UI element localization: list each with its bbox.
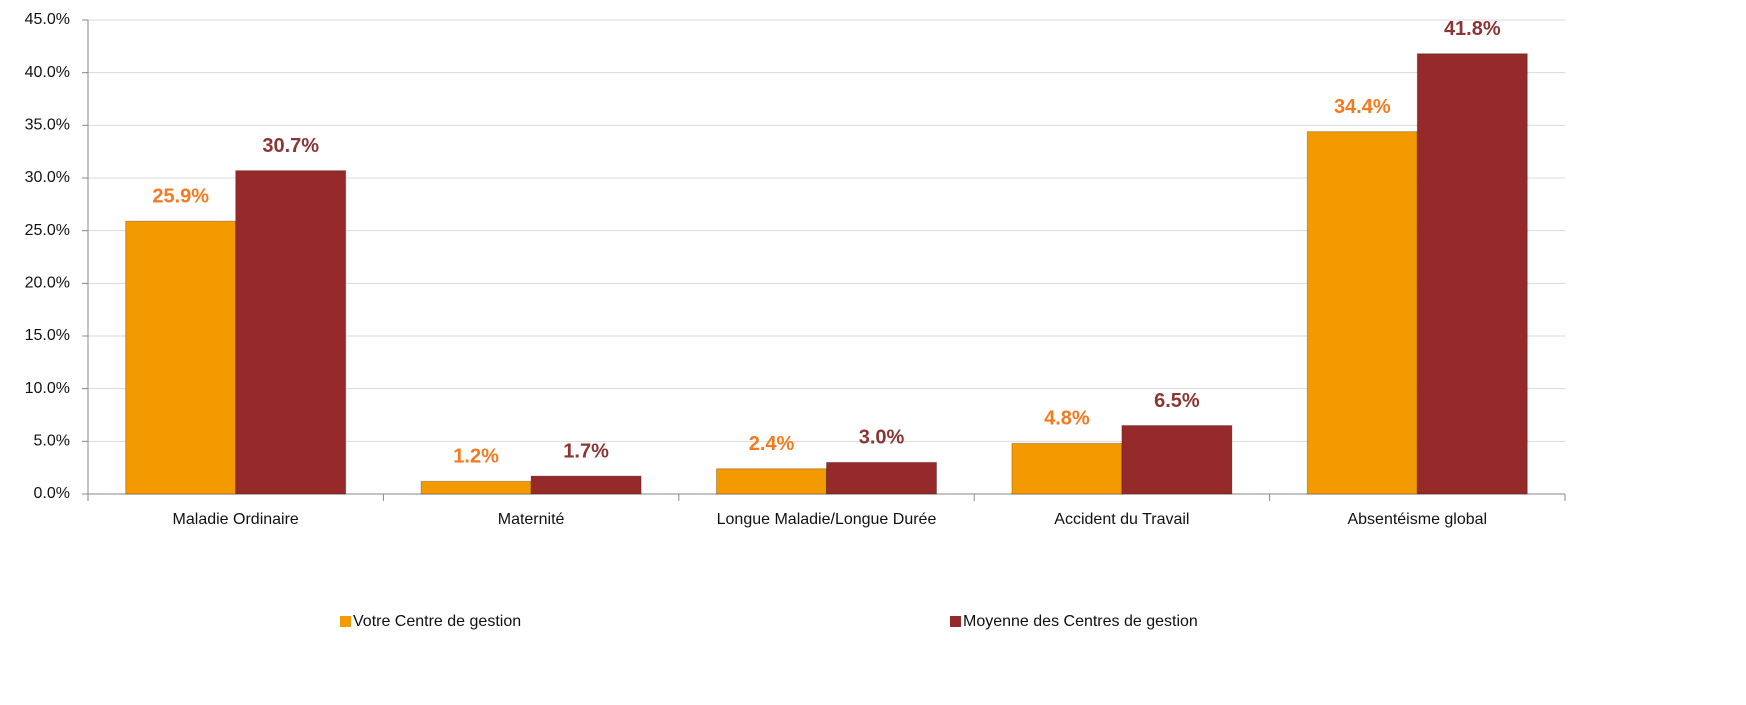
y-tick-label: 25.0% [25, 222, 70, 239]
y-tick-label: 15.0% [25, 327, 70, 344]
x-tick-label: Longue Maladie/Longue Durée [717, 511, 937, 528]
y-tick-label: 35.0% [25, 117, 70, 134]
legend-swatch [950, 616, 961, 627]
bar [235, 170, 347, 495]
x-tick-label: Maternité [498, 511, 565, 528]
bar [1416, 53, 1528, 495]
y-tick-label: 10.0% [25, 380, 70, 397]
value-label: 34.4% [1334, 96, 1391, 118]
value-label: 25.9% [152, 185, 209, 207]
y-tick-label: 30.0% [25, 169, 70, 186]
value-label: 1.7% [563, 440, 609, 462]
bar [826, 461, 937, 495]
legend-label: Moyenne des Centres de gestion [963, 613, 1198, 630]
y-tick-label: 40.0% [25, 64, 70, 81]
legend-swatch [340, 616, 351, 627]
bar [1011, 442, 1123, 495]
value-label: 2.4% [749, 433, 795, 455]
value-label: 1.2% [453, 446, 499, 468]
value-label: 6.5% [1154, 390, 1200, 412]
x-tick-label: Accident du Travail [1054, 511, 1189, 528]
y-tick-label: 45.0% [25, 11, 70, 28]
bar [530, 475, 642, 495]
y-tick-label: 20.0% [25, 275, 70, 292]
bar [125, 220, 237, 495]
value-label: 30.7% [262, 135, 319, 157]
legend-label: Votre Centre de gestion [353, 613, 521, 630]
value-label: 3.0% [859, 427, 905, 449]
bar [1306, 131, 1418, 495]
x-tick-label: Maladie Ordinaire [173, 511, 299, 528]
bar [1121, 425, 1233, 495]
bar [716, 468, 827, 495]
y-tick-label: 0.0% [34, 485, 70, 502]
value-label: 4.8% [1044, 408, 1090, 430]
y-tick-label: 5.0% [34, 433, 70, 450]
x-tick-label: Absentéisme global [1347, 511, 1487, 528]
bar [420, 480, 532, 495]
value-label: 41.8% [1444, 18, 1501, 40]
